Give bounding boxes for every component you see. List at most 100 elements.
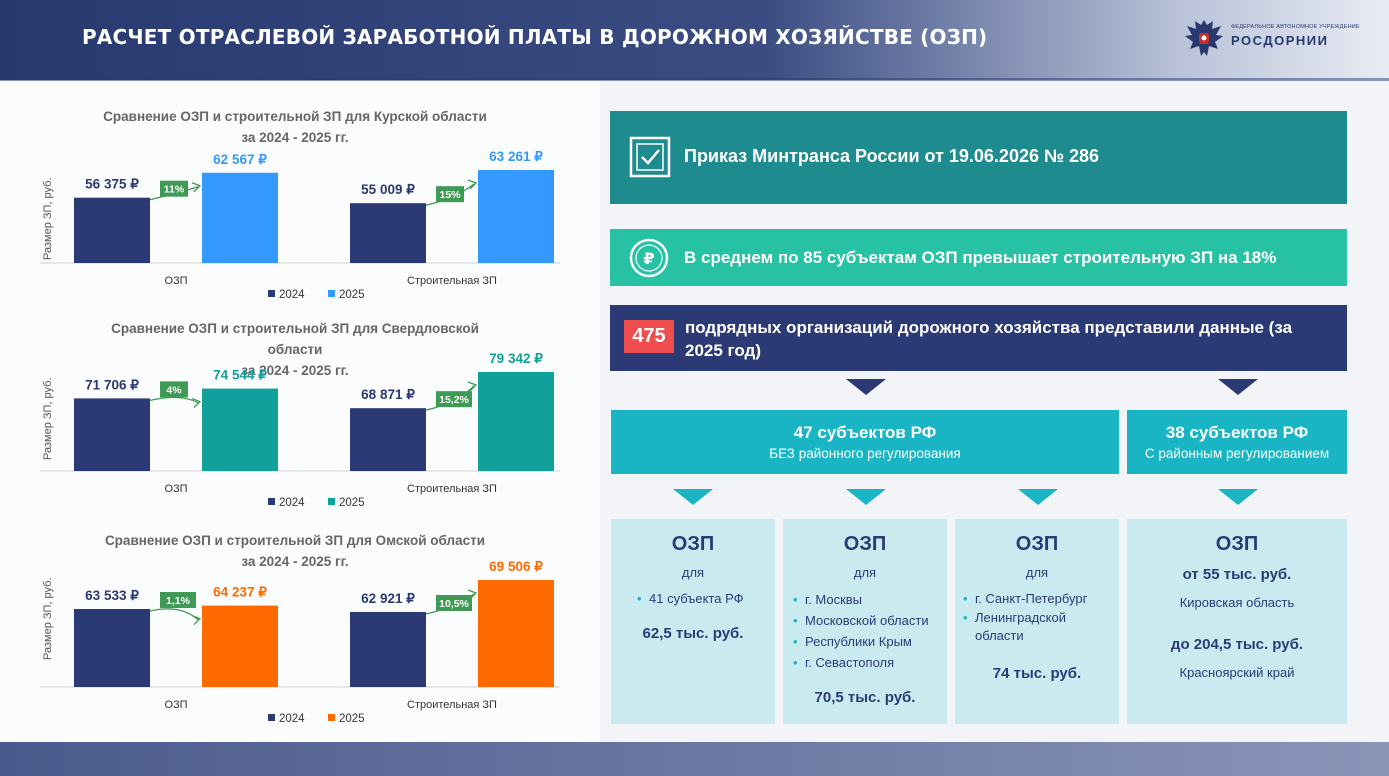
list-item: Московской области bbox=[793, 610, 947, 631]
box-list: г. Санкт-Петербург Ленинградской области bbox=[963, 589, 1119, 645]
box-value: 62,5 тыс. руб. bbox=[642, 625, 744, 642]
growth-badge bbox=[436, 186, 464, 203]
chart-plot: 71 706 ₽ 74 544 ₽ 4% ОЗП 68 871 ₽ 79 342 ₽ 15,… bbox=[40, 351, 560, 509]
legend-label: 2024 bbox=[279, 497, 305, 509]
arrow-head-icon bbox=[191, 397, 202, 409]
bar-2025 bbox=[478, 580, 554, 687]
arrow-down-icon bbox=[1218, 379, 1258, 395]
box-value: 70,5 тыс. руб. bbox=[814, 689, 916, 706]
growth-label: 10,5% bbox=[439, 598, 469, 610]
growth-arrow bbox=[149, 396, 199, 404]
legend-label: 2025 bbox=[339, 289, 365, 301]
data-label: 68 871 ₽ bbox=[361, 387, 415, 402]
growth-badge bbox=[160, 381, 188, 398]
box-list: г. Москвы Московской области Республики … bbox=[793, 589, 947, 673]
group-without-regulation: 47 субъектов РФ БЕЗ районного регулирова… bbox=[611, 410, 1119, 474]
count-badge: 475 bbox=[624, 320, 674, 353]
ozp-box-41: ОЗП для 41 субъекта РФ 62,5 тыс. руб. bbox=[611, 519, 775, 724]
data-label: 69 506 ₽ bbox=[489, 559, 543, 574]
chart-title-line2: области bbox=[267, 342, 323, 357]
data-label: 62 921 ₽ bbox=[361, 591, 415, 606]
list-item: г. Севастополя bbox=[793, 652, 947, 673]
ruble-icon: ₽ bbox=[629, 238, 669, 278]
header-divider bbox=[0, 78, 1389, 81]
box-title: ОЗП bbox=[1215, 533, 1259, 555]
growth-arrow bbox=[149, 608, 199, 621]
category-label: ОЗП bbox=[164, 483, 187, 495]
page-title: РАСЧЕТ ОТРАСЛЕВОЙ ЗАРАБОТНОЙ ПЛАТЫ В ДОР… bbox=[82, 25, 988, 49]
data-label: 56 375 ₽ bbox=[85, 177, 139, 192]
bar-2024 bbox=[74, 398, 150, 471]
category-label: ОЗП bbox=[164, 699, 187, 711]
box-title: ОЗП bbox=[1015, 533, 1059, 555]
ozp-box-spb: ОЗП для г. Санкт-Петербург Ленинградской… bbox=[955, 519, 1119, 724]
checkbox-icon bbox=[629, 136, 671, 178]
legend-swatch bbox=[268, 290, 275, 297]
category-label: Строительная ЗП bbox=[407, 699, 497, 711]
legend-swatch bbox=[328, 498, 335, 505]
chart-kursk: Сравнение ОЗП и строительной ЗП для Курс… bbox=[0, 100, 600, 310]
chart-title-line2: за 2024 - 2025 гг. bbox=[241, 554, 349, 569]
box-from-region: Кировская область bbox=[1179, 595, 1295, 610]
category-label: Строительная ЗП bbox=[407, 483, 497, 495]
growth-label: 15,2% bbox=[439, 394, 469, 406]
bar-2024 bbox=[350, 203, 426, 263]
group-title: 38 субъектов РФ bbox=[1165, 423, 1309, 442]
chart-title: Сравнение ОЗП и строительной ЗП для Свер… bbox=[40, 318, 550, 381]
logo-subtitle: ФЕДЕРАЛЬНОЕ АВТОНОМНОЕ УЧРЕЖДЕНИЕ bbox=[1231, 24, 1360, 30]
group-title: 47 субъектов РФ bbox=[793, 423, 937, 442]
data-label: 63 261 ₽ bbox=[489, 149, 543, 164]
box-for: для bbox=[681, 565, 705, 580]
bar-2024 bbox=[350, 408, 426, 471]
box-title: ОЗП bbox=[671, 533, 715, 555]
legend-swatch bbox=[268, 714, 275, 721]
arrow-head-icon bbox=[467, 381, 478, 392]
arrow-down-icon bbox=[1218, 489, 1258, 505]
bar-2025 bbox=[202, 605, 278, 687]
growth-badge bbox=[160, 180, 188, 197]
svg-text:₽: ₽ bbox=[643, 249, 654, 268]
data-label: 63 533 ₽ bbox=[85, 588, 139, 603]
bar-2024 bbox=[74, 197, 150, 263]
list-item: г. Москвы bbox=[793, 589, 947, 610]
list-item: Республики Крым bbox=[793, 631, 947, 652]
group-with-regulation: 38 субъектов РФ С районным регулирование… bbox=[1127, 410, 1347, 474]
bar-2024 bbox=[74, 609, 150, 687]
arrow-down-icon bbox=[846, 489, 886, 505]
arrow-head-icon bbox=[467, 179, 478, 190]
growth-label: 1,1% bbox=[166, 595, 191, 607]
logo: ФЕДЕРАЛЬНОЕ АВТОНОМНОЕ УЧРЕЖДЕНИЕ РОСДОР… bbox=[1183, 16, 1373, 62]
arrow-down-icon bbox=[846, 379, 886, 395]
bar-2025 bbox=[202, 388, 278, 471]
growth-badge bbox=[436, 594, 472, 611]
arrow-head-icon bbox=[191, 182, 202, 193]
legend-swatch bbox=[328, 714, 335, 721]
list-item: Ленинградской области bbox=[963, 609, 1083, 645]
growth-badge bbox=[160, 592, 196, 609]
data-label: 62 567 ₽ bbox=[213, 152, 267, 167]
chart-title-line1: Сравнение ОЗП и строительной ЗП для Омск… bbox=[104, 533, 486, 548]
box-value: 74 тыс. руб. bbox=[992, 665, 1082, 682]
data-label: 79 342 ₽ bbox=[489, 351, 543, 366]
count-text: подрядных организаций дорожного хозяйств… bbox=[685, 318, 1293, 360]
box-to: до 204,5 тыс. руб. bbox=[1170, 636, 1304, 653]
bar-2025 bbox=[202, 172, 278, 263]
box-from: от 55 тыс. руб. bbox=[1182, 566, 1292, 583]
box-list: 41 субъекта РФ bbox=[637, 588, 775, 609]
chart-title-line3: за 2024 - 2025 гг. bbox=[241, 363, 349, 378]
growth-label: 15% bbox=[439, 189, 461, 201]
chart-sverdlovsk: Сравнение ОЗП и строительной ЗП для Свер… bbox=[0, 312, 600, 522]
order-panel: Приказ Минтранса России от 19.06.2026 № … bbox=[610, 111, 1347, 204]
bar-2024 bbox=[350, 611, 426, 687]
growth-label: 11% bbox=[164, 184, 185, 196]
chart-title: Сравнение ОЗП и строительной ЗП для Курс… bbox=[40, 106, 550, 148]
chart-plot: 63 533 ₽ 64 237 ₽ 1,1% ОЗП 62 921 ₽ 69 506 ₽ 1… bbox=[40, 559, 560, 725]
box-for: для bbox=[1025, 565, 1049, 580]
category-label: Строительная ЗП bbox=[407, 275, 497, 287]
growth-label: 4% bbox=[166, 384, 182, 396]
legend-swatch bbox=[328, 290, 335, 297]
category-label: ОЗП bbox=[164, 275, 187, 287]
box-for: для bbox=[853, 565, 877, 580]
arrow-down-icon bbox=[1018, 489, 1058, 505]
list-item: 41 субъекта РФ bbox=[637, 588, 775, 609]
